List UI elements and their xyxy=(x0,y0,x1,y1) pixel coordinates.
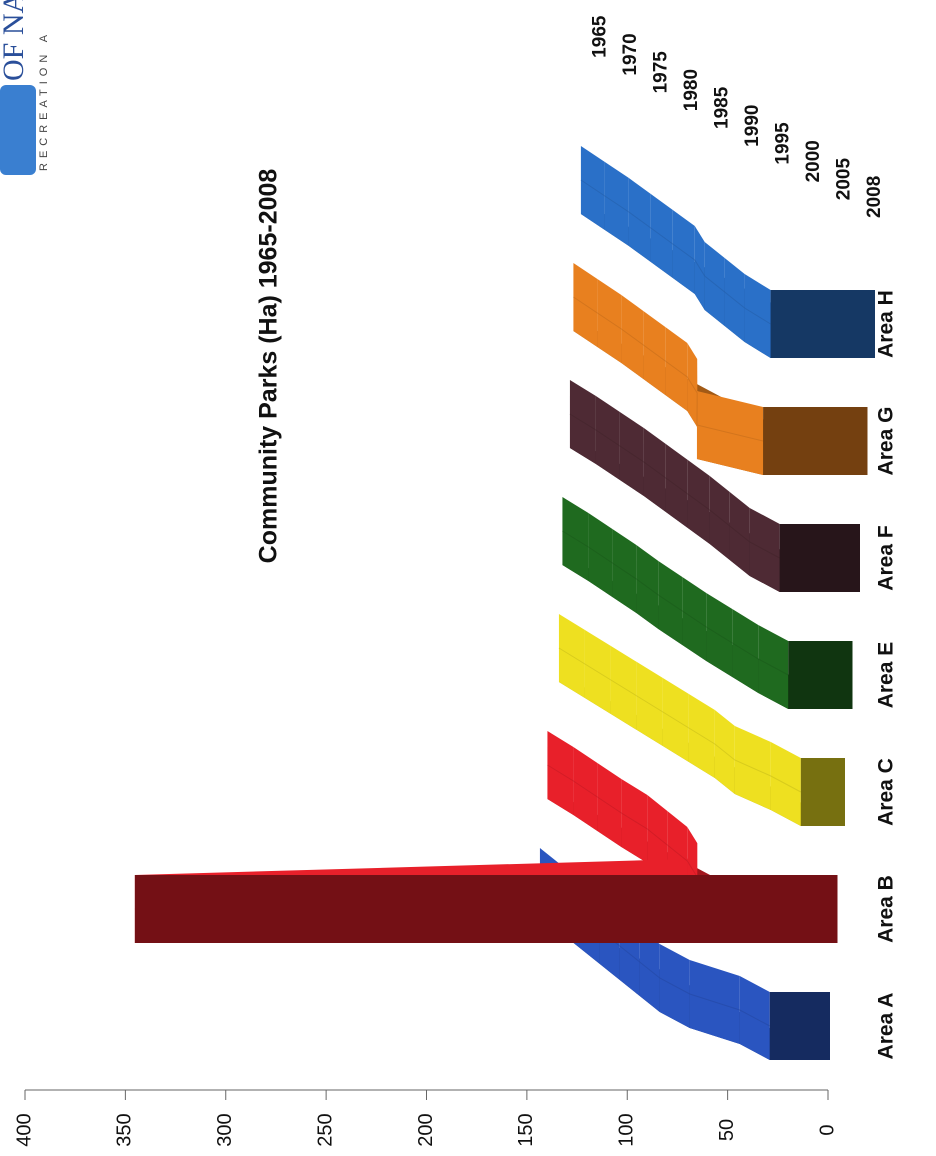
front-face xyxy=(769,992,831,1060)
y-tick-label: 100 xyxy=(616,1113,638,1146)
depth-label: 2005 xyxy=(834,157,855,200)
ribbon-profile xyxy=(558,647,802,793)
depth-label: 2008 xyxy=(864,176,885,218)
depth-label: 1995 xyxy=(773,122,794,165)
ribbon-profile xyxy=(569,413,780,559)
y-tick-label: 50 xyxy=(716,1119,738,1141)
chart-title: Community Parks (Ha) 1965-2008 xyxy=(255,169,283,564)
y-tick-label: 300 xyxy=(214,1113,236,1146)
logo-text: OF NA xyxy=(0,0,30,81)
y-tick-label: 0 xyxy=(816,1124,838,1135)
depth-label: 1975 xyxy=(651,51,672,94)
front-face xyxy=(763,407,868,475)
y-tick-label: 400 xyxy=(13,1113,35,1146)
category-label: Area G xyxy=(875,407,898,476)
category-label: Area B xyxy=(875,875,898,943)
logo-mark xyxy=(0,85,36,175)
category-label: Area F xyxy=(875,525,898,591)
ribbon-profile xyxy=(573,296,764,442)
ribbon-profile xyxy=(580,179,771,325)
depth-label: 1985 xyxy=(712,86,733,129)
ribbon-profile xyxy=(562,530,789,676)
category-label: Area C xyxy=(875,758,898,826)
logo-subtext: RECREATION A xyxy=(38,30,50,171)
category-label: Area E xyxy=(875,642,898,709)
category-label: Area H xyxy=(875,290,898,358)
depth-label: 1990 xyxy=(742,105,763,147)
y-tick-label: 200 xyxy=(415,1113,437,1146)
front-face xyxy=(134,875,838,943)
y-tick-label: 250 xyxy=(314,1113,336,1146)
depth-label: 2000 xyxy=(803,140,824,182)
category-label: Area A xyxy=(875,993,898,1060)
front-face xyxy=(800,758,846,826)
front-face xyxy=(788,641,853,709)
depth-label: 1965 xyxy=(590,15,611,58)
front-face xyxy=(779,524,861,592)
y-tick-label: 150 xyxy=(515,1113,537,1146)
depth-label: 1980 xyxy=(681,69,702,111)
depth-label: 1970 xyxy=(620,33,641,75)
rotated-chart: OF NA RECREATION A Community Parks (Ha) … xyxy=(0,0,898,1147)
front-face xyxy=(770,290,875,358)
y-tick-label: 350 xyxy=(114,1113,136,1146)
